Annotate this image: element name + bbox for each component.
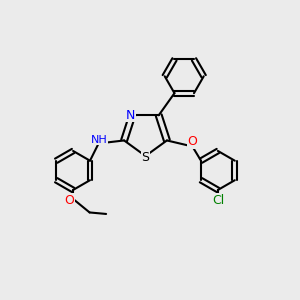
Text: O: O	[64, 194, 74, 207]
Text: S: S	[142, 151, 149, 164]
Text: Cl: Cl	[212, 194, 224, 207]
Text: O: O	[188, 136, 197, 148]
Text: N: N	[126, 109, 136, 122]
Text: NH: NH	[91, 135, 108, 145]
